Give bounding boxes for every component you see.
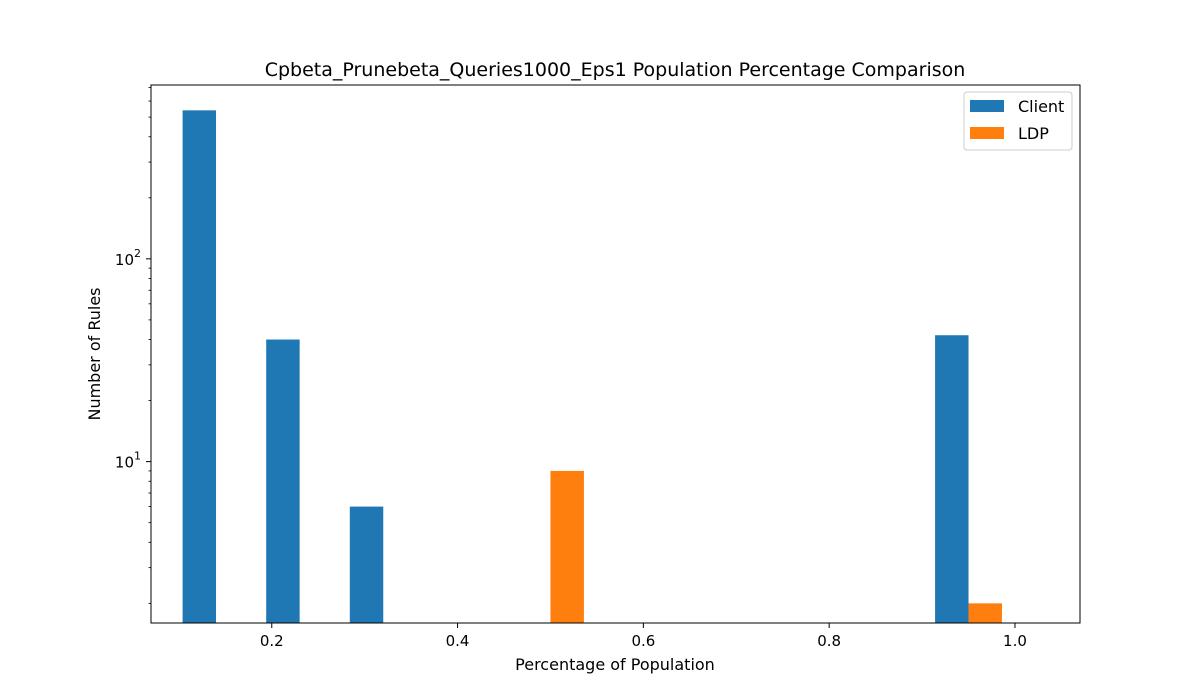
- legend-swatch-client: [970, 100, 1004, 112]
- y-tick-label-0: 101: [115, 450, 141, 472]
- bars: [182, 110, 1002, 623]
- legend-label-client: Client: [1018, 97, 1064, 116]
- legend-label-ldp: LDP: [1018, 124, 1049, 143]
- x-axis-label: Percentage of Population: [515, 655, 715, 674]
- x-tick-label-0: 0.2: [260, 632, 284, 650]
- y-tick-label-1: 102: [115, 247, 141, 269]
- y-axis: 101 102: [115, 87, 151, 604]
- bar-ldp-1: [968, 603, 1002, 623]
- bar-ldp-0: [550, 470, 584, 623]
- bar-client-3: [935, 335, 969, 623]
- bar-client-0: [182, 110, 217, 623]
- chart-title: Cpbeta_Prunebeta_Queries1000_Eps1 Popula…: [265, 59, 966, 81]
- y-axis-label: Number of Rules: [85, 287, 104, 420]
- legend: Client LDP: [963, 91, 1073, 151]
- x-tick-label-4: 1.0: [1003, 632, 1027, 650]
- plot-frame: [150, 84, 1081, 624]
- legend-swatch-ldp: [970, 127, 1004, 139]
- x-tick-label-2: 0.6: [631, 632, 655, 650]
- bar-client-1: [266, 339, 300, 623]
- x-axis: 0.2 0.4 0.6 0.8 1.0: [260, 623, 1027, 650]
- x-tick-label-3: 0.8: [817, 632, 841, 650]
- bar-client-2: [349, 506, 384, 623]
- x-tick-label-1: 0.4: [446, 632, 470, 650]
